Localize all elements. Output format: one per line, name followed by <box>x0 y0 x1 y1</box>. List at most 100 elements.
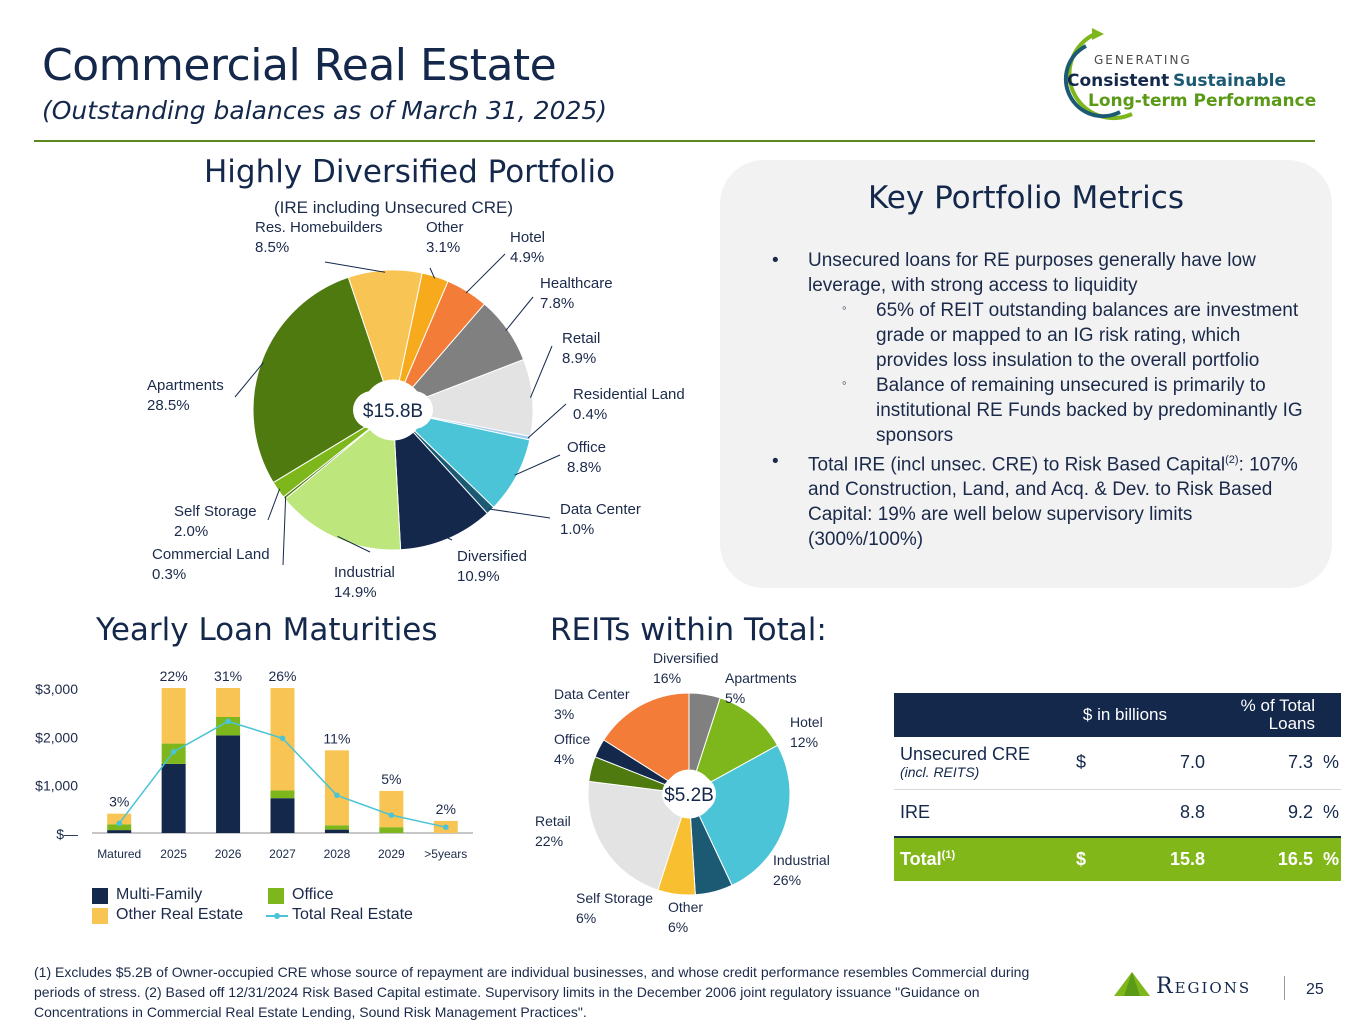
bar-multi-family <box>270 798 295 833</box>
generating-logo: GENERATING Consistent Sustainable Long-t… <box>1063 28 1316 121</box>
label-self-storage: Self Storage 6% <box>576 890 654 926</box>
portfolio-heading: Highly Diversified Portfolio <box>204 154 616 190</box>
leader-line <box>505 296 534 331</box>
regions-pyramid-icon <box>1114 972 1150 996</box>
leader-line <box>465 253 506 294</box>
center-label: $5.2B <box>664 785 714 806</box>
leader-line <box>234 362 264 398</box>
portfolio-subheading: (IRE including Unsecured CRE) <box>274 198 514 217</box>
table-header-row: $ in billions % of Total Loans <box>894 693 1341 737</box>
col-header-billions: $ in billions <box>1046 693 1207 737</box>
legend-total-re: Total Real Estate <box>292 906 413 923</box>
leader-line <box>324 261 386 273</box>
leader-line <box>489 508 551 519</box>
slice-diversified <box>603 692 690 782</box>
bar-data-label: 26% <box>268 668 296 684</box>
bar-other-real-estate <box>216 688 241 717</box>
legend-other-re: Other Real Estate <box>116 906 244 923</box>
label-self-storage: Self Storage 2.0% <box>174 503 257 540</box>
label-retail: Retail 22% <box>535 813 571 849</box>
leader-line <box>429 267 436 279</box>
slice-diversified <box>394 431 489 551</box>
label-diversified: Diversified 10.9% <box>457 548 528 585</box>
metrics-bullet-2: Total IRE (incl unsec. CRE) to Risk Base… <box>808 454 1298 551</box>
label-diversified: Diversified 16% <box>653 650 719 686</box>
page-title: Commercial Real Estate <box>42 40 557 91</box>
table-total-row: Total(1) $ 15.8 16.5 % <box>894 837 1341 881</box>
leader-line <box>514 454 561 476</box>
bar-data-label: 22% <box>160 668 188 684</box>
bar-data-label: 2% <box>436 801 456 817</box>
logo-line3: Long-term Performance <box>1088 91 1316 111</box>
leader-line <box>337 535 371 553</box>
y-tick-label: $— <box>56 826 78 842</box>
label-hotel: Hotel 12% <box>790 714 823 750</box>
label-hotel: Hotel 4.9% <box>510 229 546 266</box>
x-tick-label: 2025 <box>160 847 187 861</box>
brand-name: Regions <box>1156 974 1252 999</box>
label-data-center: Data Center 1.0% <box>560 501 641 538</box>
reits-heading: REITs within Total: <box>550 612 827 648</box>
page-number: 25 <box>1306 981 1324 998</box>
total-line-point <box>388 812 395 818</box>
table-row: Unsecured CRE (incl. REITS) $ 7.0 7.3 % <box>894 737 1341 789</box>
bar-multi-family <box>216 735 241 833</box>
maturities-heading: Yearly Loan Maturities <box>96 612 438 648</box>
footnote: (1) Excludes $5.2B of Owner-occupied CRE… <box>34 964 1030 1020</box>
label-retail: Retail 8.9% <box>562 330 601 367</box>
bar-data-label: 11% <box>323 730 350 746</box>
bar-data-label: 5% <box>381 771 401 787</box>
legend-office: Office <box>292 886 334 903</box>
summary-table: $ in billions % of Total Loans Unsecured… <box>894 693 1341 881</box>
page-subtitle: (Outstanding balances as of March 31, 20… <box>42 96 608 125</box>
bar-multi-family <box>161 763 186 833</box>
center-label: $15.8B <box>363 401 423 422</box>
bar-office <box>270 790 295 799</box>
y-tick-label: $3,000 <box>35 681 78 697</box>
x-tick-label: 2029 <box>378 847 405 861</box>
total-line-point <box>116 820 123 827</box>
label-res-homebuilders: Res. Homebuilders 8.5% <box>255 219 383 256</box>
x-tick-label: 2026 <box>215 847 242 861</box>
label-apartments: Apartments 5% <box>725 670 797 706</box>
bar-office <box>379 827 404 833</box>
bar-multi-family <box>107 830 132 833</box>
bar-other-real-estate <box>107 813 132 825</box>
legend-swatch-office <box>268 888 284 904</box>
total-line-point <box>279 735 286 742</box>
leader-line <box>527 403 567 439</box>
header-divider <box>34 140 1315 142</box>
bar-other-real-estate <box>379 790 404 828</box>
legend-multifamily: Multi-Family <box>116 886 203 903</box>
logo-line2b: Sustainable <box>1173 71 1286 91</box>
bullet-icon: • <box>772 451 779 472</box>
y-tick-label: $1,000 <box>35 778 78 794</box>
label-other: Other 6% <box>668 899 704 935</box>
bar-office <box>216 717 241 736</box>
total-line-point <box>170 749 177 755</box>
total-line-point <box>442 824 449 830</box>
sub-bullet-icon: ◦ <box>842 300 847 315</box>
table-row: IRE 8.8 9.2 % <box>900 802 1339 823</box>
bar-other-real-estate <box>161 688 186 744</box>
key-metrics-panel: Key Portfolio Metrics • Unsecured loans … <box>720 160 1332 588</box>
x-tick-label: Matured <box>97 847 141 861</box>
label-industrial: Industrial 14.9% <box>334 564 395 601</box>
metrics-subbullet-1: 65% of REIT outstanding balances are inv… <box>876 300 1299 371</box>
logo-line1: GENERATING <box>1094 53 1192 67</box>
col-header-pct: % of Total Loans <box>1207 693 1341 737</box>
x-tick-label: 2027 <box>269 847 296 861</box>
total-line-point <box>334 792 340 799</box>
sub-bullet-icon: ◦ <box>842 375 847 390</box>
label-commercial-land: Commercial Land 0.3% <box>152 546 270 583</box>
leader-line <box>529 345 553 398</box>
bar-data-label: 31% <box>214 668 242 684</box>
center-badge <box>662 775 716 813</box>
metrics-subbullet-2: Balance of remaining unsecured is primar… <box>876 375 1303 446</box>
x-tick-label: 2028 <box>324 847 351 861</box>
footer-divider <box>1284 976 1285 1000</box>
label-industrial: Industrial 26% <box>773 852 830 888</box>
total-line-point <box>225 718 231 725</box>
bar-data-label: 3% <box>109 794 129 810</box>
